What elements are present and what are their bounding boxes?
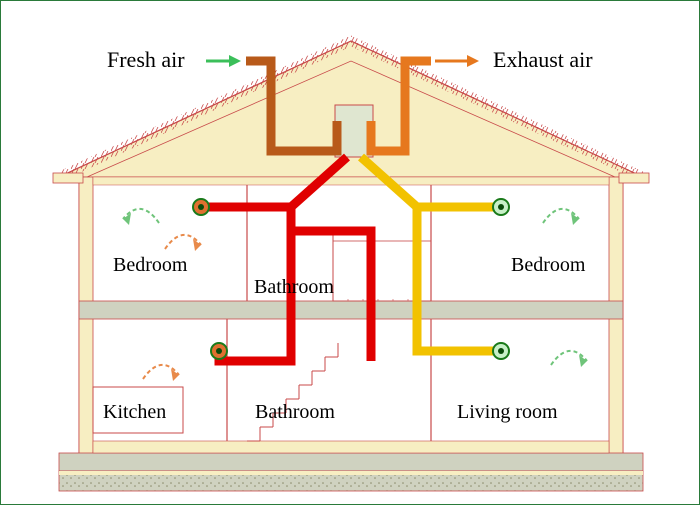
label-bedroom-right: Bedroom	[511, 254, 585, 277]
label-exhaust-air: Exhaust air	[493, 47, 593, 73]
label-living-room: Living room	[457, 401, 558, 424]
house-svg	[1, 1, 700, 506]
label-fresh-air: Fresh air	[107, 47, 185, 73]
label-kitchen: Kitchen	[103, 401, 166, 424]
label-bathroom-upper: Bathroom	[254, 276, 334, 299]
label-bathroom-lower: Bathroom	[255, 401, 335, 424]
label-bedroom-left: Bedroom	[113, 254, 187, 277]
diagram-frame: { "canvas": {"w":700,"h":505}, "labels":…	[0, 0, 700, 505]
